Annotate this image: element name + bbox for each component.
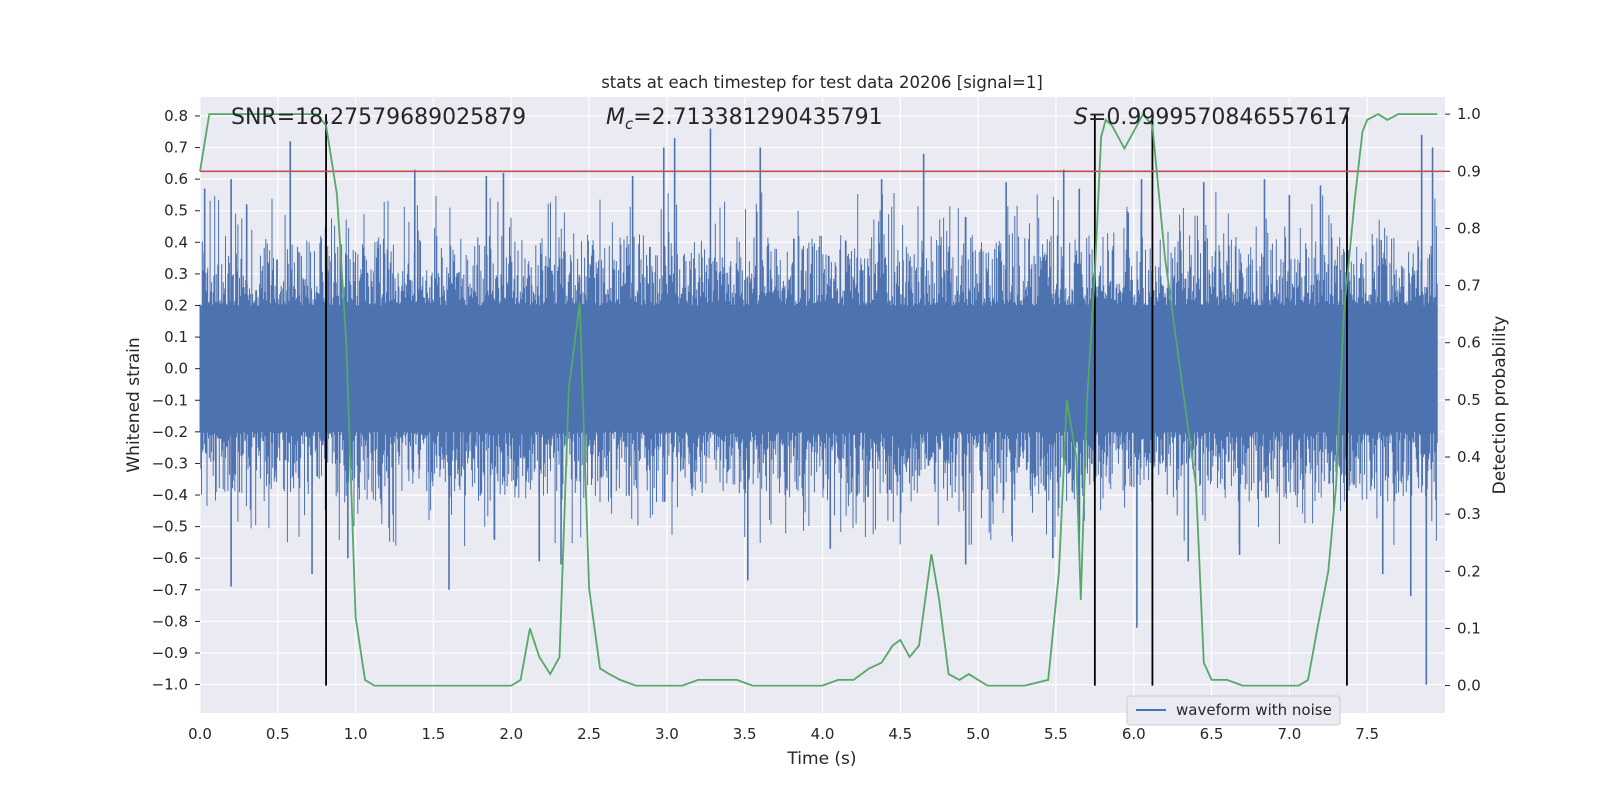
y2-tick-label: 0.8 [1457,219,1481,237]
waveform-series [199,128,1438,685]
x-axis-label: Time (s) [786,749,856,769]
y-tick-label: 0.4 [164,233,188,251]
x-tick-label: 5.5 [1044,725,1068,743]
y-tick-label: 0.6 [164,170,188,188]
score-symbol: S [1074,105,1088,130]
x-tick-label: 0.0 [188,725,212,743]
y2-axis-label: Detection probability [1490,316,1510,495]
x-tick-label: 0.5 [266,725,290,743]
probability-line [199,112,1438,687]
y-tick-label: 0.1 [164,328,188,346]
legend-label: waveform with noise [1176,701,1332,719]
y2-tick-label: 0.7 [1457,277,1481,295]
x-tick-label: 5.0 [966,725,990,743]
probability-series [199,112,1438,687]
y-tick-label: 0.2 [164,296,188,314]
y2-tick-label: 0.2 [1457,562,1481,580]
score-value: =0.9999570846557617 [1088,105,1351,130]
x-tick-label: 6.5 [1200,725,1224,743]
x-tick-label: 3.5 [733,725,757,743]
score-annotation: S=0.9999570846557617 [1074,105,1351,130]
y-tick-label: 0.5 [164,202,188,220]
y-tick-label: 0.7 [164,139,188,157]
y-tick-label: −0.5 [152,518,188,536]
legend-box [1126,695,1341,726]
vertical-markers [325,114,1348,686]
y-tick-label: −0.4 [152,486,188,504]
x-tick-label: 7.0 [1277,725,1301,743]
chirp-mass-annotation: Mc=2.713381290435791 [606,105,883,133]
y2-tick-label: 0.3 [1457,505,1481,523]
x-tick-labels: 0.0 0.5 1.0 1.5 2.0 2.5 3.0 3.5 4.0 4.5 5.0 5.5 6.0 6… [188,725,1379,743]
snr-annotation: SNR=18.27579689025879 [231,105,526,130]
y2-tick-label: 0.5 [1457,391,1481,409]
y-tick-labels: 0.8 0.7 0.6 0.5 0.4 0.3 0.2 0.1 0.0 −0.1 −0.2 −0.3 −… [152,107,200,694]
y2-tick-label: 0.6 [1457,334,1481,352]
y-tick-label: −0.9 [152,644,188,662]
y-axis-label: Whitened strain [124,337,144,472]
y-tick-label: −0.7 [152,581,188,599]
chirp-mass-subscript: c [625,115,634,133]
x-tick-label: 7.5 [1355,725,1379,743]
chirp-mass-symbol: M [606,105,625,130]
y2-tick-label: 0.4 [1457,448,1481,466]
x-tick-label: 4.5 [888,725,912,743]
y-tick-label: −0.1 [152,391,188,409]
y-tick-label: 0.0 [164,360,188,378]
legend: waveform with noise [1126,695,1341,726]
y2-tick-label: 0.0 [1457,677,1481,695]
y-tick-label: −0.6 [152,549,188,567]
y-tick-label: 0.8 [164,107,188,125]
x-tick-label: 1.5 [422,725,446,743]
x-tick-label: 1.0 [344,725,368,743]
x-tick-label: 2.5 [577,725,601,743]
x-tick-label: 6.0 [1122,725,1146,743]
x-tick-label: 4.0 [811,725,835,743]
y2-tick-label: 1.0 [1457,105,1481,123]
chart-title: stats at each timestep for test data 202… [601,73,1043,92]
x-tick-label: 2.0 [499,725,523,743]
y-tick-label: −0.8 [152,612,188,630]
y2-tick-label: 0.9 [1457,162,1481,180]
chirp-mass-value: =2.713381290435791 [633,105,882,130]
y-tick-label: −0.3 [152,454,188,472]
y2-tick-labels: 1.0 0.9 0.8 0.7 0.6 0.5 0.4 0.3 0.2 0.1 0.0 [1445,105,1481,695]
x-tick-label: 3.0 [655,725,679,743]
y-tick-label: 0.3 [164,265,188,283]
y2-tick-label: 0.1 [1457,619,1481,637]
y-tick-label: −1.0 [152,676,188,694]
y-tick-label: −0.2 [152,423,188,441]
